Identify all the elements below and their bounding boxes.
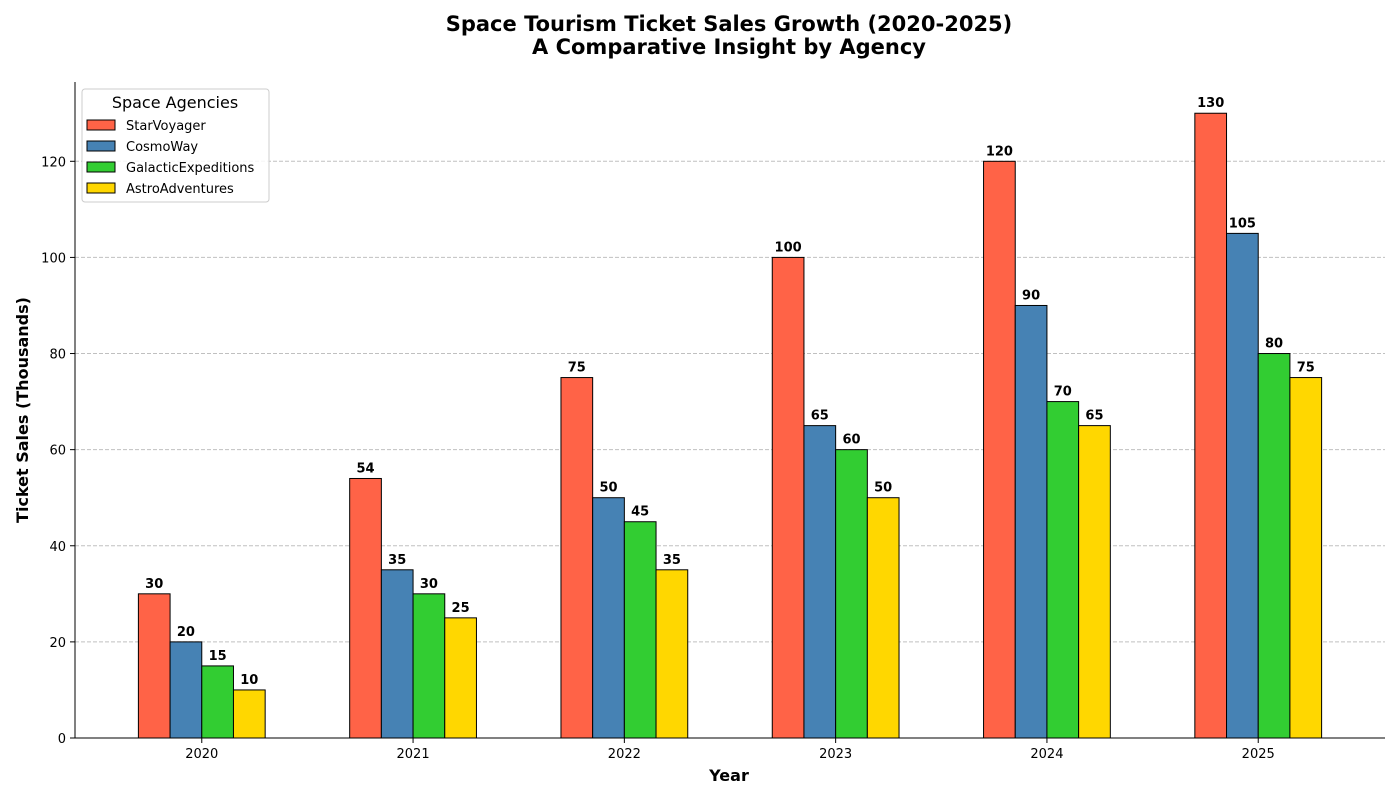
bar-value-label: 65 <box>1085 409 1103 424</box>
bar <box>349 477 382 739</box>
legend-items: StarVoyager CosmoWay GalacticExpeditions As… <box>86 119 255 197</box>
bar-value-label: 10 <box>240 673 258 688</box>
bar <box>803 425 837 739</box>
bar-value-label: 75 <box>568 361 586 376</box>
bar-value-label: 100 <box>775 240 802 255</box>
bar <box>1194 112 1228 739</box>
bar <box>380 569 414 739</box>
x-tick-label: 2020 <box>185 747 218 762</box>
bar <box>1014 304 1048 739</box>
y-tick-label: 60 <box>49 444 66 459</box>
bar <box>1289 377 1323 739</box>
chart-title: Space Tourism Ticket Sales Growth (2020-… <box>446 12 1013 36</box>
bar-value-label: 54 <box>356 461 374 476</box>
bar <box>1257 353 1291 739</box>
legend-label: GalacticExpeditions <box>126 161 255 176</box>
x-tick-label: 2023 <box>819 747 852 762</box>
bar <box>201 665 234 739</box>
bars <box>137 112 1323 739</box>
bar <box>232 689 266 739</box>
y-tick-label: 100 <box>41 251 66 266</box>
y-tick-label: 40 <box>49 540 66 555</box>
legend-swatch <box>86 182 116 194</box>
bar-value-label: 45 <box>631 505 649 520</box>
bar <box>169 641 203 739</box>
y-tick-label: 0 <box>58 732 66 747</box>
bar-value-label: 50 <box>874 481 892 496</box>
legend-label: CosmoWay <box>126 140 198 155</box>
bar-value-label: 35 <box>663 553 681 568</box>
legend-label: StarVoyager <box>126 119 206 134</box>
bar-value-label: 130 <box>1197 96 1224 111</box>
bar-value-label: 50 <box>599 481 617 496</box>
x-tick-label: 2022 <box>608 747 641 762</box>
bar-value-label: 120 <box>986 144 1013 159</box>
bar <box>1226 232 1259 739</box>
legend-box <box>81 88 270 203</box>
y-axis-label: Ticket Sales (Thousands) <box>13 297 32 523</box>
bar <box>771 256 805 739</box>
y-tick-label: 80 <box>49 348 66 363</box>
gridlines <box>75 160 1385 643</box>
bar <box>560 377 594 739</box>
bar <box>592 497 625 739</box>
bar <box>137 593 171 739</box>
bar-value-label: 80 <box>1265 337 1283 352</box>
bar-value-label: 65 <box>811 409 829 424</box>
legend-swatch <box>86 119 116 131</box>
bar-value-label: 30 <box>420 577 438 592</box>
bar-value-label: 20 <box>177 625 195 640</box>
bar-value-label: 60 <box>842 433 860 448</box>
bar <box>623 521 657 739</box>
x-tick-label: 2025 <box>1242 747 1275 762</box>
bar-value-label: 30 <box>145 577 163 592</box>
bar <box>444 617 477 739</box>
legend-label: AstroAdventures <box>126 182 234 197</box>
y-tick-label: 20 <box>49 636 66 651</box>
bar <box>983 160 1016 739</box>
bar <box>835 449 868 739</box>
bar <box>866 497 900 739</box>
legend: Space Agencies StarVoyager CosmoWay Galact… <box>81 88 270 203</box>
bar-value-label: 15 <box>209 649 227 664</box>
bar-value-label: 105 <box>1229 216 1256 231</box>
x-tick-label: 2021 <box>397 747 430 762</box>
bar-value-labels: 30 20 15 10 54 35 30 25 75 50 45 35 100 65 60 50 120 90 70… <box>145 96 1315 688</box>
legend-swatch <box>86 140 116 152</box>
bar-value-label: 90 <box>1022 288 1040 303</box>
axes <box>74 82 1385 739</box>
bar <box>655 569 689 739</box>
bar <box>1046 401 1080 739</box>
x-axis-label: Year <box>708 766 749 785</box>
legend-swatch <box>86 161 116 173</box>
chart-subtitle: A Comparative Insight by Agency <box>532 35 926 59</box>
bar-value-label: 70 <box>1054 385 1072 400</box>
bar <box>1078 425 1111 739</box>
bar-value-label: 35 <box>388 553 406 568</box>
bar-value-label: 25 <box>452 601 470 616</box>
x-tick-label: 2024 <box>1030 747 1063 762</box>
y-tick-label: 120 <box>41 155 66 170</box>
bar <box>412 593 446 739</box>
bar-value-label: 75 <box>1297 361 1315 376</box>
legend-title: Space Agencies <box>112 93 238 112</box>
